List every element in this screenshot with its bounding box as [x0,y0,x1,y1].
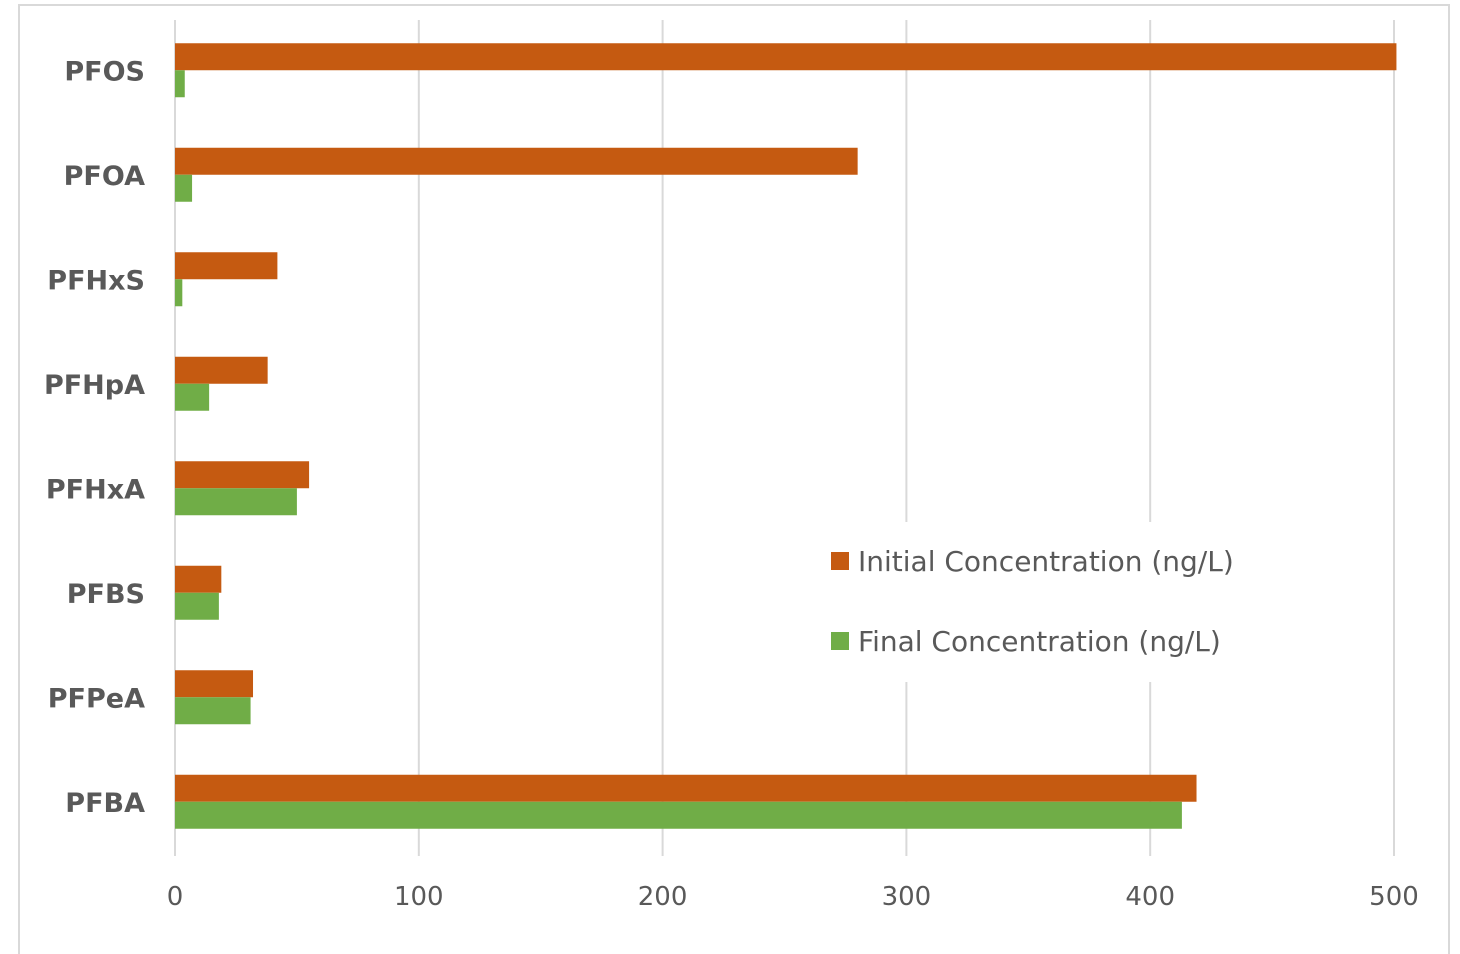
x-tick-label: 0 [167,882,184,912]
legend: Initial Concentration (ng/L) Final Concen… [812,522,1312,682]
legend-background [812,522,1312,682]
bar-pfoa-final [175,174,193,202]
x-tick-label: 400 [1125,882,1175,912]
bar-pfhxa-final [175,488,297,516]
category-labels: PFOS PFOA PFHxS PFHpA PFHxA PFBS PFPeA PFBA [44,56,145,819]
x-axis-tick-labels: 0 100 200 300 400 500 [167,882,1419,912]
legend-label-initial: Initial Concentration (ng/L) [858,545,1234,578]
legend-swatch-final [831,632,849,650]
category-label-pfoa: PFOA [64,161,145,192]
category-label-pfhxs: PFHxS [47,265,145,296]
category-label-pfba: PFBA [65,788,145,819]
bars [175,43,1397,829]
bar-pfhxa-initial [175,461,310,489]
grid-lines [174,20,1395,856]
category-label-pfhpa: PFHpA [44,370,145,401]
x-tick-label: 300 [882,882,932,912]
category-label-pfos: PFOS [64,56,145,87]
bar-pfba-initial [175,774,1197,802]
bar-pfhxs-final [175,279,183,307]
category-label-pfhxa: PFHxA [46,474,145,505]
bar-pfhpa-initial [175,356,268,384]
legend-label-final: Final Concentration (ng/L) [858,625,1221,658]
x-tick-label: 500 [1369,882,1419,912]
bar-pfos-initial [175,43,1397,71]
category-label-pfpea: PFPeA [48,683,145,714]
bar-pfba-final [175,801,1182,829]
category-label-pfbs: PFBS [67,579,145,610]
bar-pfhxs-initial [175,252,278,280]
x-tick-label: 100 [394,882,444,912]
bar-pfpea-initial [175,670,254,698]
bar-pfos-final [175,70,185,98]
bar-pfhpa-final [175,383,210,411]
bar-pfbs-final [175,592,219,620]
bar-pfoa-initial [175,147,858,175]
bar-pfpea-final [175,697,251,725]
bar-pfbs-initial [175,565,222,593]
x-tick-label: 200 [638,882,688,912]
legend-swatch-initial [831,552,849,570]
